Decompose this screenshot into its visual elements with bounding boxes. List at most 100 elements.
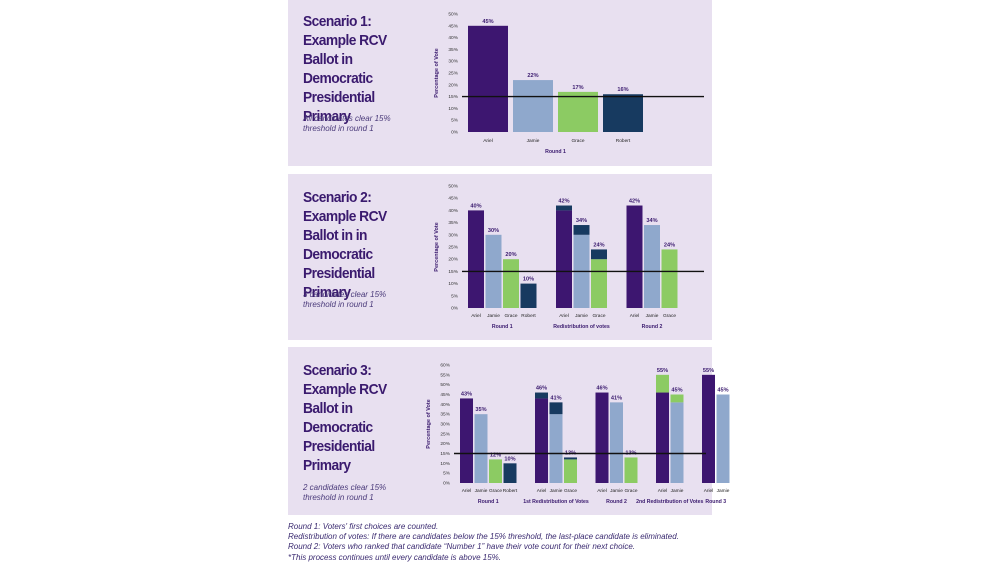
y-tick-label: 35% xyxy=(448,47,458,53)
bar-ariel xyxy=(626,205,643,308)
bar-added-segment xyxy=(591,249,607,260)
bar-jamie xyxy=(670,402,684,483)
scenario-note: All candidates clear 15% threshold in ro… xyxy=(303,114,391,133)
bar-added-segment xyxy=(556,205,572,211)
y-tick-label: 35% xyxy=(440,412,450,418)
scenario-title: Scenario 1: Example RCV Ballot in Democr… xyxy=(303,13,387,125)
bar-added-segment xyxy=(573,225,590,235)
y-tick-label: 15% xyxy=(448,269,458,275)
y-tick-label: 30% xyxy=(440,422,450,428)
category-label: Ariel xyxy=(597,488,607,494)
data-label: 55% xyxy=(657,368,668,374)
y-tick-label: 50% xyxy=(448,12,458,18)
y-tick-label: 5% xyxy=(451,293,459,299)
y-tick-label: 25% xyxy=(440,431,450,437)
bar-ariel xyxy=(595,392,609,483)
category-label: Grace xyxy=(624,488,637,494)
bar-added-segment xyxy=(549,402,563,415)
category-label: Jamie xyxy=(475,488,488,494)
category-label: Ariel xyxy=(559,313,569,319)
y-axis-label: Percentage of Vote xyxy=(434,222,440,271)
group-label: Redistribution of votes xyxy=(553,324,610,330)
y-tick-label: 55% xyxy=(440,372,450,378)
y-tick-label: 40% xyxy=(448,208,458,214)
y-tick-label: 10% xyxy=(448,281,458,287)
data-label: 12% xyxy=(490,452,501,458)
data-label: 22% xyxy=(527,73,538,79)
data-label: 42% xyxy=(558,199,569,205)
bar-robert xyxy=(503,463,517,483)
data-label: 34% xyxy=(646,218,657,224)
bar-jamie xyxy=(644,225,660,308)
data-label: 45% xyxy=(482,19,493,25)
data-label: 24% xyxy=(593,242,604,248)
data-label: 16% xyxy=(617,87,628,93)
y-tick-label: 20% xyxy=(448,82,458,88)
scenario-1-chart: 0% 5% 10% 15% 20% 25% 30% 35% 40% 45% 50% Percentag… xyxy=(434,12,704,155)
data-label: 40% xyxy=(470,203,481,209)
data-label: 24% xyxy=(664,242,675,248)
group-label: 1st Redistribution of Votes xyxy=(523,499,589,505)
y-tick-label: 10% xyxy=(440,461,450,467)
y-tick-label: 5% xyxy=(451,118,459,124)
data-label: 41% xyxy=(611,395,622,401)
data-label: 41% xyxy=(550,395,561,401)
category-label: Ariel xyxy=(658,488,668,494)
y-tick-label: 45% xyxy=(448,196,458,202)
category-label: Ariel xyxy=(537,488,547,494)
category-label: Ariel xyxy=(471,313,481,319)
data-label: 30% xyxy=(488,228,499,234)
category-label: Grace xyxy=(504,313,517,319)
bar-grace xyxy=(591,259,607,308)
y-tick-label: 60% xyxy=(440,363,450,369)
bar-robert xyxy=(520,283,537,308)
y-tick-label: 30% xyxy=(448,232,458,238)
bar-jamie xyxy=(610,402,623,483)
bar-jamie xyxy=(513,80,553,132)
y-tick-label: 50% xyxy=(448,184,458,190)
y-tick-label: 25% xyxy=(448,71,458,77)
footnote-line: Redistribution of votes: If there are ca… xyxy=(288,532,679,542)
bar-jamie xyxy=(549,414,563,483)
data-label: 45% xyxy=(671,388,682,394)
scenario-note: 3 candidates clear 15% threshold in roun… xyxy=(303,290,387,309)
footnote-line: Round 2: Voters who ranked that candidat… xyxy=(288,542,636,552)
category-label: Jamie xyxy=(527,138,540,144)
bar-ariel xyxy=(535,398,548,483)
y-tick-label: 45% xyxy=(448,23,458,29)
bar-grace xyxy=(489,459,502,483)
scenario-note: 2 candidates clear 15% threshold in roun… xyxy=(303,483,387,502)
data-label: 17% xyxy=(572,85,583,91)
bar-grace xyxy=(558,91,598,132)
scenario-title: Scenario 2: Example RCV Ballot in in Dem… xyxy=(303,189,387,301)
bar-ariel xyxy=(468,210,484,308)
group-label: Round 1 xyxy=(545,149,566,155)
group-label: Round 2 xyxy=(642,324,663,330)
category-label: Robert xyxy=(503,488,518,494)
y-tick-label: 40% xyxy=(440,402,450,408)
y-tick-label: 0% xyxy=(443,481,451,487)
group-label: Round 2 xyxy=(606,499,627,505)
footnotes: Round 1: Voters' first choices are count… xyxy=(288,522,748,563)
y-tick-label: 30% xyxy=(448,59,458,65)
category-label: Ariel xyxy=(704,488,714,494)
data-label: 46% xyxy=(536,386,547,392)
bar-jamie xyxy=(716,394,730,483)
category-label: Jamie xyxy=(550,488,563,494)
scenario-3-panel: Scenario 3: Example RCV Ballot in Democr… xyxy=(288,347,730,515)
scenario-3-chart: 0% 5% 10% 15% 20% 25% 30% 35% 40% 45% 50% 55% 60% Per… xyxy=(426,363,730,506)
scenario-2-chart: 0% 5% 10% 15% 20% 25% 30% 35% 40% 45% 50% Percentag… xyxy=(434,184,704,330)
scenario-title: Scenario 3: Example RCV Ballot in Democr… xyxy=(303,362,387,474)
category-label: Robert xyxy=(616,138,631,144)
category-label: Grace xyxy=(663,313,676,319)
category-label: Jamie xyxy=(671,488,684,494)
y-tick-label: 45% xyxy=(440,392,450,398)
data-label: 35% xyxy=(475,407,486,413)
category-label: Grace xyxy=(571,138,584,144)
data-label: 43% xyxy=(461,391,472,397)
footnote-line: *This process continues until every cand… xyxy=(288,552,502,562)
category-label: Jamie xyxy=(487,313,500,319)
y-tick-label: 0% xyxy=(451,306,459,312)
y-tick-label: 5% xyxy=(443,471,451,477)
bar-ariel xyxy=(556,210,572,308)
